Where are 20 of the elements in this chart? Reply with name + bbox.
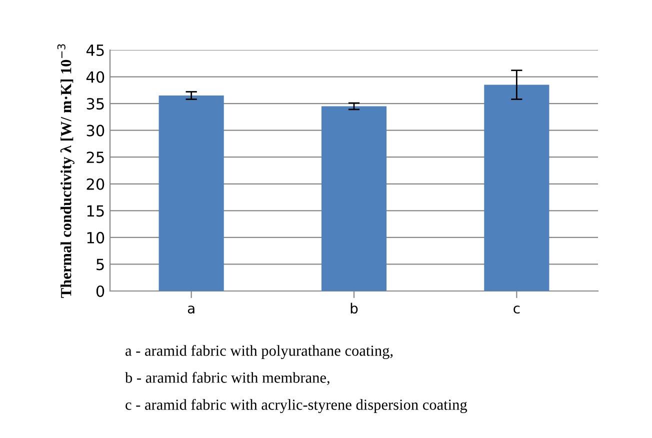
bar xyxy=(484,84,550,291)
x-tick-label: c xyxy=(514,306,520,314)
y-tick-label: 30 xyxy=(86,124,104,136)
y-tick-label: 15 xyxy=(87,205,104,217)
y-axis-title: Thermal conductivity λ [W/ m·K] 10$^{−3}$ xyxy=(57,44,74,298)
y-tick-label: 35 xyxy=(86,98,104,110)
y-tick-label: 40 xyxy=(86,71,104,83)
text: a - aramid fabric with polyurathane coating, xyxy=(126,344,393,360)
text: c - aramid fabric with acrylic-styrene dispersion coating xyxy=(126,398,468,414)
y-tick-label: 5 xyxy=(96,258,104,270)
y-tick-label: 20 xyxy=(86,178,104,190)
y-tick-label: 25 xyxy=(86,152,104,164)
y-tick-label: 45 xyxy=(86,44,104,56)
y-tick-label: 0 xyxy=(96,285,104,298)
y-tick-label: 10 xyxy=(87,232,104,244)
x-tick-label: b xyxy=(350,302,358,314)
text: b - aramid fabric with membrane, xyxy=(125,372,330,386)
x-tick-label: a xyxy=(188,306,194,314)
bar xyxy=(321,106,387,291)
bar xyxy=(158,96,224,291)
